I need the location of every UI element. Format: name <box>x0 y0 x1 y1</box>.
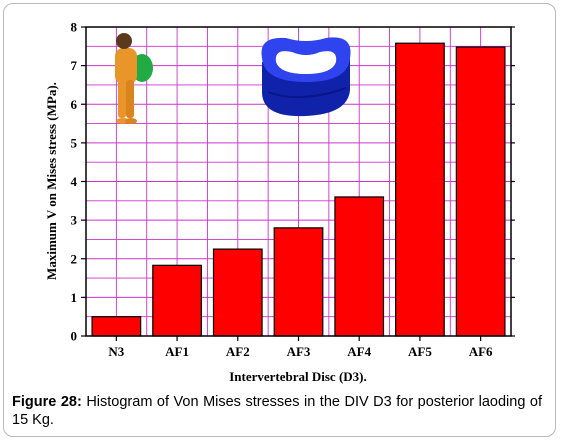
x-tick-label: AF5 <box>408 344 432 359</box>
figure-caption: Figure 28: Histogram of Von Mises stress… <box>12 393 542 429</box>
x-axis-label: Intervertebral Disc (D3). <box>229 369 367 384</box>
y-tick-label: 1 <box>71 290 78 305</box>
bar-af2 <box>212 248 263 337</box>
bar-af4 <box>334 196 385 337</box>
bar-af1 <box>152 264 202 337</box>
x-tick-label: AF3 <box>287 344 311 359</box>
y-tick-label: 6 <box>71 97 78 112</box>
y-tick-label: 0 <box>71 329 78 344</box>
y-tick-label: 8 <box>71 20 78 35</box>
y-axis-ticks: 0 1 2 3 4 5 6 7 8 <box>71 20 515 344</box>
x-tick-label: AF4 <box>347 344 371 359</box>
bar-af6 <box>455 46 506 337</box>
bar-af3 <box>273 227 324 337</box>
x-tick-label: AF1 <box>165 344 189 359</box>
y-tick-label: 5 <box>71 135 78 150</box>
x-tick-label: N3 <box>108 344 124 359</box>
y-tick-label: 3 <box>71 213 78 228</box>
y-tick-label: 4 <box>71 174 78 189</box>
y-tick-label: 7 <box>71 58 78 73</box>
bar-n3 <box>91 316 142 337</box>
x-tick-label: AF6 <box>469 344 493 359</box>
person-with-backpack-illustration <box>115 33 153 124</box>
x-axis-ticks: N3 AF1 AF2 AF3 AF4 AF5 AF6 <box>108 336 493 359</box>
caption-text: Histogram of Von Mises stresses in the D… <box>12 394 542 428</box>
y-axis-label: Maximum V on Mises stress (MPa). <box>44 82 59 280</box>
y-tick-label: 2 <box>71 251 78 266</box>
disc-model-illustration <box>261 37 351 117</box>
bar-af5 <box>395 42 445 337</box>
bars <box>91 42 506 337</box>
caption-label: Figure 28: <box>12 394 82 410</box>
x-tick-label: AF2 <box>226 344 250 359</box>
